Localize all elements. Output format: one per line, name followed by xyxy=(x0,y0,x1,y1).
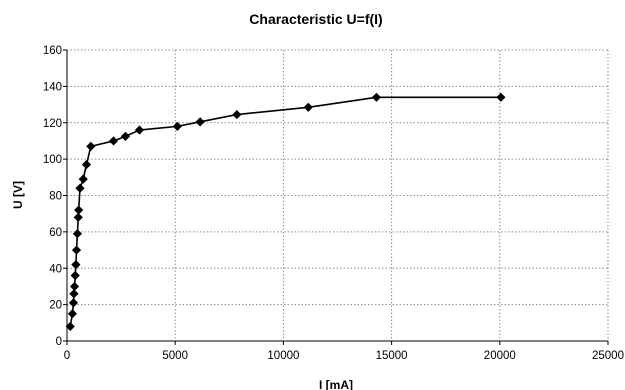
axes xyxy=(63,49,609,345)
data-point-marker xyxy=(67,309,78,319)
data-point-marker xyxy=(73,212,83,222)
y-tick-label: 100 xyxy=(43,154,62,166)
y-axis-label: U [V] xyxy=(11,181,25,209)
data-point-marker xyxy=(69,281,80,292)
x-tick-label: 20000 xyxy=(484,350,516,362)
y-tick-label: 140 xyxy=(43,81,62,93)
x-tick-label: 10000 xyxy=(267,350,299,362)
y-tick-label: 160 xyxy=(43,45,62,57)
data-point-marker xyxy=(371,92,382,102)
data-point-marker xyxy=(71,260,81,270)
data-point-marker xyxy=(134,125,145,135)
y-tick-label: 20 xyxy=(49,300,62,312)
data-point-marker xyxy=(172,121,182,131)
data-point-marker xyxy=(65,321,75,332)
data-point-marker xyxy=(86,141,96,151)
y-tick-label: 40 xyxy=(49,263,62,275)
data-point-marker xyxy=(75,183,85,193)
tick-labels: 0 20 40 60 80 100 120 140 160 0 5000 10000 15000 2000… xyxy=(43,45,624,362)
data-point-marker xyxy=(120,131,131,141)
data-point-marker xyxy=(74,205,84,215)
data-point-marker xyxy=(108,136,119,146)
y-tick-label: 80 xyxy=(49,191,62,203)
grid xyxy=(67,49,609,341)
x-axis-label: I [mA] xyxy=(319,378,353,390)
x-tick-label: 25000 xyxy=(592,350,624,362)
data-point-marker xyxy=(303,102,313,112)
data-point-marker xyxy=(71,245,82,255)
chart-title: Characteristic U=f(I) xyxy=(249,11,382,27)
data-point-marker xyxy=(69,289,79,299)
data-point-marker xyxy=(78,174,88,184)
data-point-marker xyxy=(496,92,506,102)
data-point-marker xyxy=(72,229,82,239)
y-tick-label: 120 xyxy=(43,118,62,130)
data-point-marker xyxy=(195,117,205,127)
y-tick-label: 0 xyxy=(56,336,62,348)
data-point-marker xyxy=(70,270,80,281)
data-point-marker xyxy=(232,109,242,120)
series-line xyxy=(69,96,501,327)
y-tick-label: 60 xyxy=(49,227,62,239)
x-tick-label: 0 xyxy=(64,350,70,362)
x-tick-label: 5000 xyxy=(162,350,188,362)
x-tick-label: 15000 xyxy=(376,350,408,362)
data-series xyxy=(65,92,506,332)
data-point-marker xyxy=(81,159,92,170)
data-point-marker xyxy=(68,298,79,308)
